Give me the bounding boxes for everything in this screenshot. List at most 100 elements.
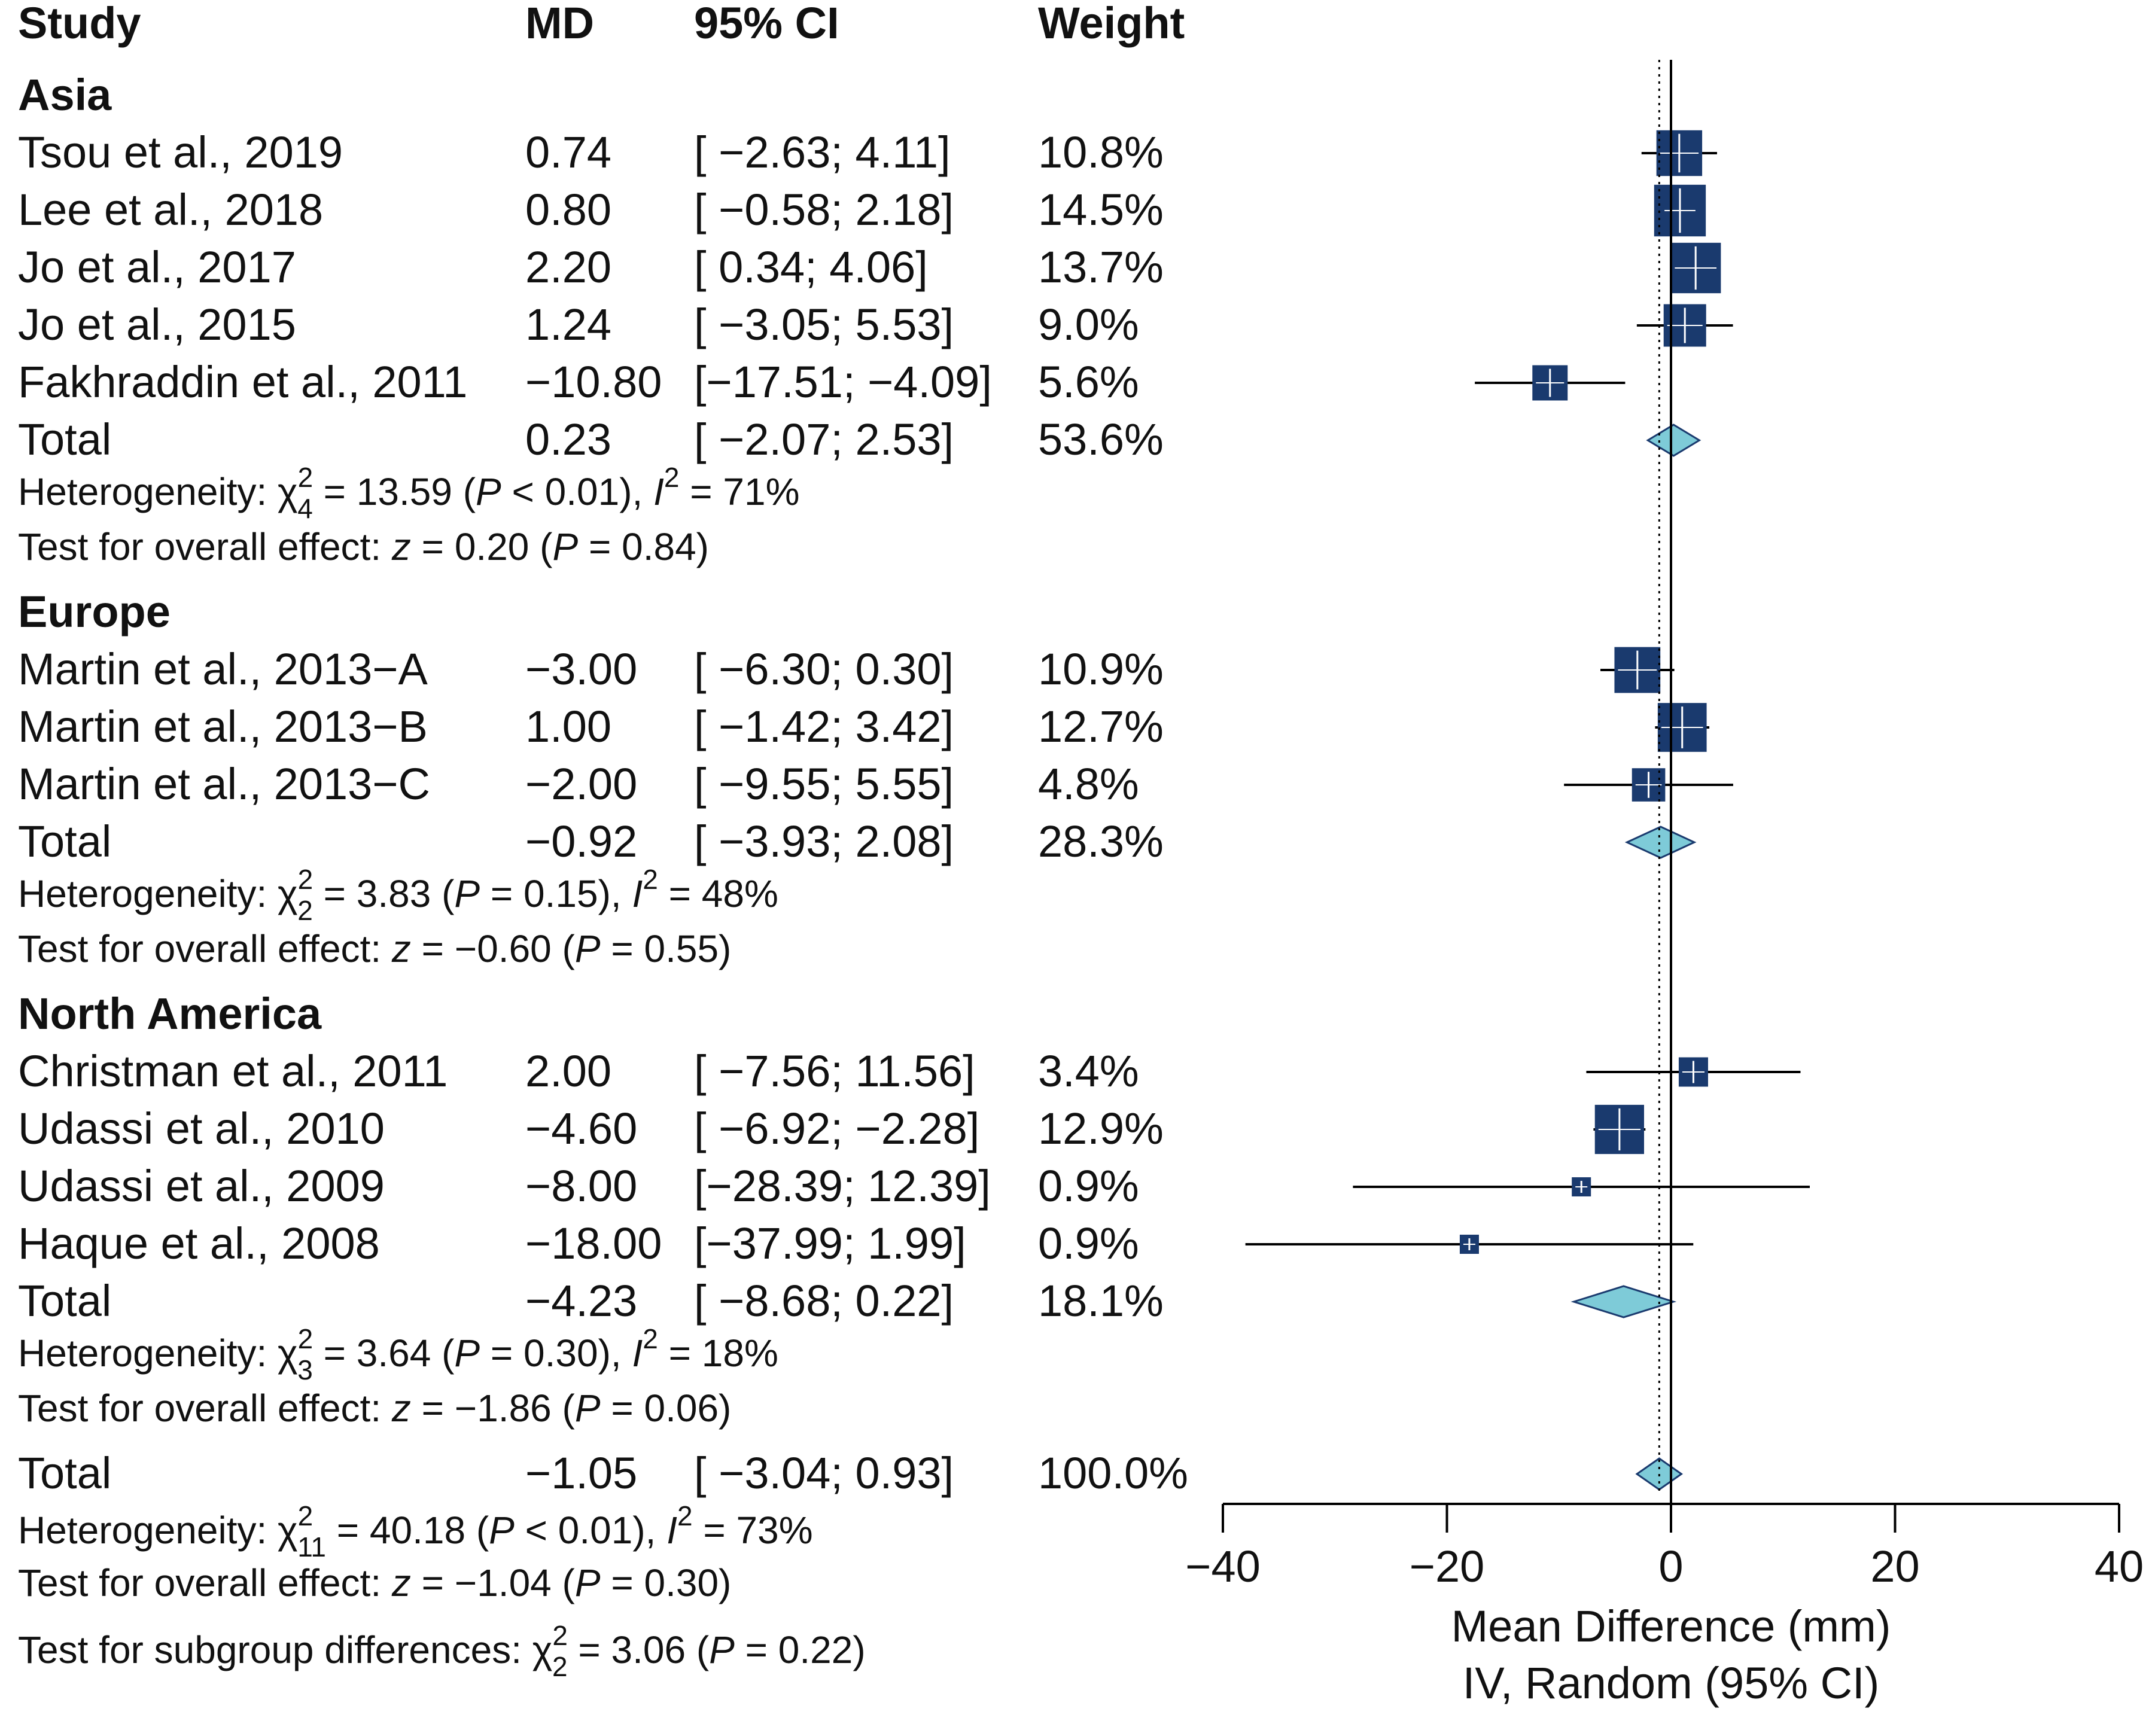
study-marker <box>1245 1234 1694 1254</box>
study-ci: [ −1.42; 3.42] <box>694 702 954 751</box>
study-md: 0.80 <box>525 185 611 234</box>
x-axis-subtitle: IV, Random (95% CI) <box>1463 1658 1879 1708</box>
study-md: 2.00 <box>525 1046 611 1096</box>
subtotal-md: 0.23 <box>525 415 611 464</box>
subtotal-weight: 53.6% <box>1038 415 1164 464</box>
study-name: Christman et al., 2011 <box>18 1046 448 1096</box>
study-ci: [ −9.55; 5.55] <box>694 759 954 809</box>
group-label: Europe <box>18 587 171 636</box>
study-name: Jo et al., 2017 <box>18 242 296 292</box>
subtotal-ci: [ −3.93; 2.08] <box>694 817 954 866</box>
study-ci: [ 0.34; 4.06] <box>694 242 928 292</box>
study-md: −18.00 <box>525 1219 662 1268</box>
subtotal-diamond <box>1570 1285 1677 1318</box>
study-md: −10.80 <box>525 357 662 407</box>
study-marker <box>1593 1104 1646 1155</box>
study-md: −8.00 <box>525 1161 637 1211</box>
heterogeneity-note: Heterogeneity: χ2 2 = 3.83 (P = 0.15), I2… <box>18 864 778 926</box>
study-marker <box>1600 647 1675 693</box>
overall-total-md: −1.05 <box>525 1448 637 1498</box>
subtotal-md: −4.23 <box>525 1276 637 1326</box>
study-ci: [−28.39; 12.39] <box>694 1161 991 1211</box>
study-weight: 0.9% <box>1038 1161 1139 1211</box>
subgroup-test-note: Test for subgroup differences: χ2 2 = 3.0… <box>18 1620 866 1682</box>
subtotal-diamond <box>1624 826 1697 859</box>
study-weight: 10.8% <box>1038 127 1164 177</box>
study-ci: [ −3.05; 5.53] <box>694 300 954 349</box>
subtotal-label: Total <box>18 817 111 866</box>
study-name: Martin et al., 2013−C <box>18 759 430 809</box>
study-md: −3.00 <box>525 644 637 694</box>
study-marker <box>1655 703 1710 752</box>
study-marker <box>1586 1057 1801 1087</box>
overall-effect-note-total: Test for overall effect: z = −1.04 (P = … <box>18 1561 731 1604</box>
study-name: Udassi et al., 2009 <box>18 1161 385 1211</box>
subtotal-ci: [ −8.68; 0.22] <box>694 1276 954 1326</box>
study-md: 0.74 <box>525 127 611 177</box>
subtotal-label: Total <box>18 415 111 464</box>
study-weight: 4.8% <box>1038 759 1139 809</box>
study-marker <box>1353 1177 1810 1197</box>
study-weight: 10.9% <box>1038 644 1164 694</box>
study-md: −2.00 <box>525 759 637 809</box>
subtotal-ci: [ −2.07; 2.53] <box>694 415 954 464</box>
study-name: Martin et al., 2013−B <box>18 702 428 751</box>
overall-total-ci: [ −3.04; 0.93] <box>694 1448 954 1498</box>
study-weight: 0.9% <box>1038 1219 1139 1268</box>
study-marker <box>1564 768 1733 802</box>
study-ci: [ −6.30; 0.30] <box>694 644 954 694</box>
x-axis-tick-label: 0 <box>1658 1542 1683 1591</box>
study-md: 2.20 <box>525 242 611 292</box>
study-marker <box>1636 304 1733 347</box>
overall-heterogeneity-note: Heterogeneity: χ2 11 = 40.18 (P < 0.01), … <box>18 1500 813 1563</box>
study-weight: 5.6% <box>1038 357 1139 407</box>
study-md: 1.24 <box>525 300 611 349</box>
study-ci: [ −2.63; 4.11] <box>694 127 951 177</box>
study-weight: 3.4% <box>1038 1046 1139 1096</box>
x-axis-tick-label: −20 <box>1410 1542 1485 1591</box>
study-name: Lee et al., 2018 <box>18 185 323 234</box>
heterogeneity-note: Heterogeneity: χ2 4 = 13.59 (P < 0.01), I… <box>18 462 799 524</box>
overall-effect-note: Test for overall effect: z = 0.20 (P = 0… <box>18 525 709 568</box>
header-ci: 95% CI <box>694 0 839 48</box>
study-name: Martin et al., 2013−A <box>18 644 428 694</box>
study-name: Udassi et al., 2010 <box>18 1104 385 1153</box>
study-weight: 14.5% <box>1038 185 1164 234</box>
study-marker <box>1654 184 1706 237</box>
study-ci: [ −6.92; −2.28] <box>694 1104 979 1153</box>
study-md: 1.00 <box>525 702 611 751</box>
subtotal-diamond <box>1646 424 1702 457</box>
study-name: Jo et al., 2015 <box>18 300 296 349</box>
x-axis-tick-label: 40 <box>2095 1542 2144 1591</box>
overall-total-weight: 100.0% <box>1038 1448 1188 1498</box>
study-ci: [−37.99; 1.99] <box>694 1219 966 1268</box>
x-axis-tick-label: −40 <box>1185 1542 1261 1591</box>
study-marker <box>1641 130 1717 176</box>
study-name: Fakhraddin et al., 2011 <box>18 357 467 407</box>
subtotal-weight: 18.1% <box>1038 1276 1164 1326</box>
study-ci: [−17.51; −4.09] <box>694 357 992 407</box>
study-weight: 9.0% <box>1038 300 1139 349</box>
group-label: Asia <box>18 70 112 120</box>
overall-effect-note: Test for overall effect: z = −0.60 (P = … <box>18 927 731 970</box>
study-weight: 12.9% <box>1038 1104 1164 1153</box>
study-weight: 13.7% <box>1038 242 1164 292</box>
overall-effect-note: Test for overall effect: z = −1.86 (P = … <box>18 1387 731 1430</box>
study-weight: 12.7% <box>1038 702 1164 751</box>
study-marker <box>1670 242 1721 294</box>
subtotal-label: Total <box>18 1276 111 1326</box>
subtotal-weight: 28.3% <box>1038 817 1164 866</box>
overall-total-label: Total <box>18 1448 111 1498</box>
header-weight: Weight <box>1038 0 1185 48</box>
x-axis-title: Mean Difference (mm) <box>1451 1601 1891 1651</box>
header-study: Study <box>18 0 141 48</box>
x-axis-tick-label: 20 <box>1870 1542 1919 1591</box>
study-md: −4.60 <box>525 1104 637 1153</box>
subtotal-md: −0.92 <box>525 817 637 866</box>
study-ci: [ −7.56; 11.56] <box>694 1046 975 1096</box>
heterogeneity-note: Heterogeneity: χ2 3 = 3.64 (P = 0.30), I2… <box>18 1323 778 1385</box>
study-marker <box>1475 365 1626 401</box>
header-md: MD <box>525 0 594 48</box>
study-name: Tsou et al., 2019 <box>18 127 343 177</box>
